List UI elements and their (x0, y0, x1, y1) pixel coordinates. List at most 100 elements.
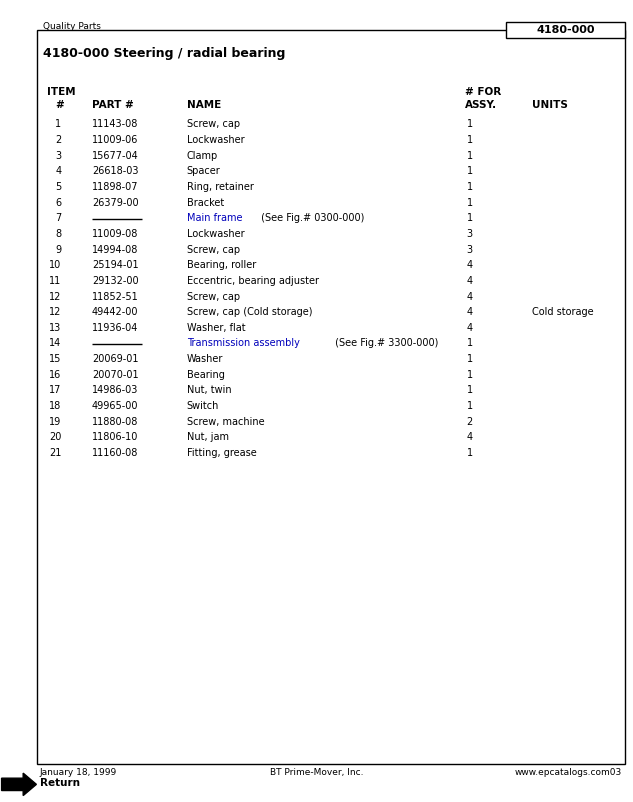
Text: Bearing: Bearing (187, 370, 225, 379)
Text: 11: 11 (49, 276, 61, 286)
Text: 49442-00: 49442-00 (92, 307, 138, 317)
Text: 1: 1 (467, 119, 473, 129)
Text: 49965-00: 49965-00 (92, 401, 138, 411)
Text: (See Fig.# 3300-000): (See Fig.# 3300-000) (332, 338, 439, 348)
Text: Washer: Washer (187, 354, 223, 364)
Text: Lockwasher: Lockwasher (187, 135, 244, 145)
Text: 11009-08: 11009-08 (92, 229, 138, 239)
Text: Screw, cap: Screw, cap (187, 245, 240, 254)
Text: 11009-06: 11009-06 (92, 135, 138, 145)
Text: 20070-01: 20070-01 (92, 370, 139, 379)
Text: 4180-000: 4180-000 (537, 26, 595, 35)
Text: 2: 2 (467, 417, 473, 427)
Text: Screw, cap (Cold storage): Screw, cap (Cold storage) (187, 307, 312, 317)
Text: Eccentric, bearing adjuster: Eccentric, bearing adjuster (187, 276, 319, 286)
Text: 9: 9 (55, 245, 61, 254)
Text: 11852-51: 11852-51 (92, 292, 139, 302)
Text: 20069-01: 20069-01 (92, 354, 138, 364)
Text: 1: 1 (467, 354, 473, 364)
Text: 4: 4 (467, 260, 473, 270)
Text: Return: Return (39, 778, 80, 788)
Text: Bracket: Bracket (187, 198, 224, 208)
Text: 20: 20 (49, 432, 61, 442)
Text: 1: 1 (467, 213, 473, 223)
Text: 12: 12 (49, 292, 61, 302)
Text: (See Fig.# 0300-000): (See Fig.# 0300-000) (258, 213, 365, 223)
Text: Screw, cap: Screw, cap (187, 292, 240, 302)
Text: 4: 4 (467, 276, 473, 286)
Text: Screw, cap: Screw, cap (187, 119, 240, 129)
Text: 4: 4 (467, 432, 473, 442)
Text: 4180-000 Steering / radial bearing: 4180-000 Steering / radial bearing (43, 47, 285, 59)
Text: 15: 15 (49, 354, 61, 364)
Text: 4: 4 (55, 167, 61, 176)
Text: Spacer: Spacer (187, 167, 220, 176)
Text: PART #: PART # (92, 100, 134, 110)
Text: Cold storage: Cold storage (532, 307, 593, 317)
Text: 1: 1 (467, 135, 473, 145)
Text: 1: 1 (467, 401, 473, 411)
Text: 1: 1 (467, 338, 473, 348)
Text: 1: 1 (55, 119, 61, 129)
Text: Fitting, grease: Fitting, grease (187, 448, 256, 458)
Text: 3: 3 (55, 151, 61, 160)
Text: Switch: Switch (187, 401, 219, 411)
Text: 5: 5 (55, 182, 61, 192)
Text: Transmission assembly: Transmission assembly (187, 338, 299, 348)
Text: Main frame: Main frame (187, 213, 242, 223)
Text: Quality Parts: Quality Parts (43, 22, 101, 31)
Text: 25194-01: 25194-01 (92, 260, 139, 270)
Text: UNITS: UNITS (532, 100, 568, 110)
Text: Clamp: Clamp (187, 151, 218, 160)
Text: 11143-08: 11143-08 (92, 119, 138, 129)
Text: 11806-10: 11806-10 (92, 432, 138, 442)
Text: NAME: NAME (187, 100, 221, 110)
Text: 14986-03: 14986-03 (92, 386, 138, 395)
Text: 16: 16 (49, 370, 61, 379)
Text: 2: 2 (55, 135, 61, 145)
Text: Nut, jam: Nut, jam (187, 432, 229, 442)
Text: Washer, flat: Washer, flat (187, 323, 246, 333)
Text: 13: 13 (49, 323, 61, 333)
Text: Screw, machine: Screw, machine (187, 417, 265, 427)
Text: 26379-00: 26379-00 (92, 198, 139, 208)
Text: 11160-08: 11160-08 (92, 448, 138, 458)
Text: 29132-00: 29132-00 (92, 276, 139, 286)
Text: 3: 3 (467, 229, 473, 239)
Text: 6: 6 (55, 198, 61, 208)
Text: ASSY.: ASSY. (465, 100, 498, 110)
Text: 17: 17 (49, 386, 61, 395)
Text: 14994-08: 14994-08 (92, 245, 138, 254)
Text: 1: 1 (467, 182, 473, 192)
Text: 11898-07: 11898-07 (92, 182, 138, 192)
Text: 12: 12 (49, 307, 61, 317)
Text: ITEM: ITEM (47, 87, 76, 96)
Text: 21: 21 (49, 448, 61, 458)
Bar (506, 22, 625, 38)
Text: Ring, retainer: Ring, retainer (187, 182, 254, 192)
FancyArrow shape (1, 773, 36, 796)
Text: Bearing, roller: Bearing, roller (187, 260, 256, 270)
Text: 18: 18 (49, 401, 61, 411)
Text: 19: 19 (49, 417, 61, 427)
Text: BT Prime-Mover, Inc.: BT Prime-Mover, Inc. (270, 768, 363, 776)
Text: 1: 1 (467, 198, 473, 208)
Text: Lockwasher: Lockwasher (187, 229, 244, 239)
Text: 1: 1 (467, 386, 473, 395)
Text: # FOR: # FOR (465, 87, 501, 96)
Text: 8: 8 (55, 229, 61, 239)
Text: 4: 4 (467, 292, 473, 302)
Text: January 18, 1999: January 18, 1999 (40, 768, 117, 776)
Text: www.epcatalogs.com03: www.epcatalogs.com03 (515, 768, 622, 776)
Text: 15677-04: 15677-04 (92, 151, 139, 160)
Text: 1: 1 (467, 167, 473, 176)
Text: 1: 1 (467, 448, 473, 458)
Text: 1: 1 (467, 370, 473, 379)
Text: 11936-04: 11936-04 (92, 323, 138, 333)
Text: 4: 4 (467, 323, 473, 333)
Text: #: # (55, 100, 64, 110)
Text: 7: 7 (55, 213, 61, 223)
Text: 4: 4 (467, 307, 473, 317)
Text: 10: 10 (49, 260, 61, 270)
Text: 1: 1 (467, 151, 473, 160)
